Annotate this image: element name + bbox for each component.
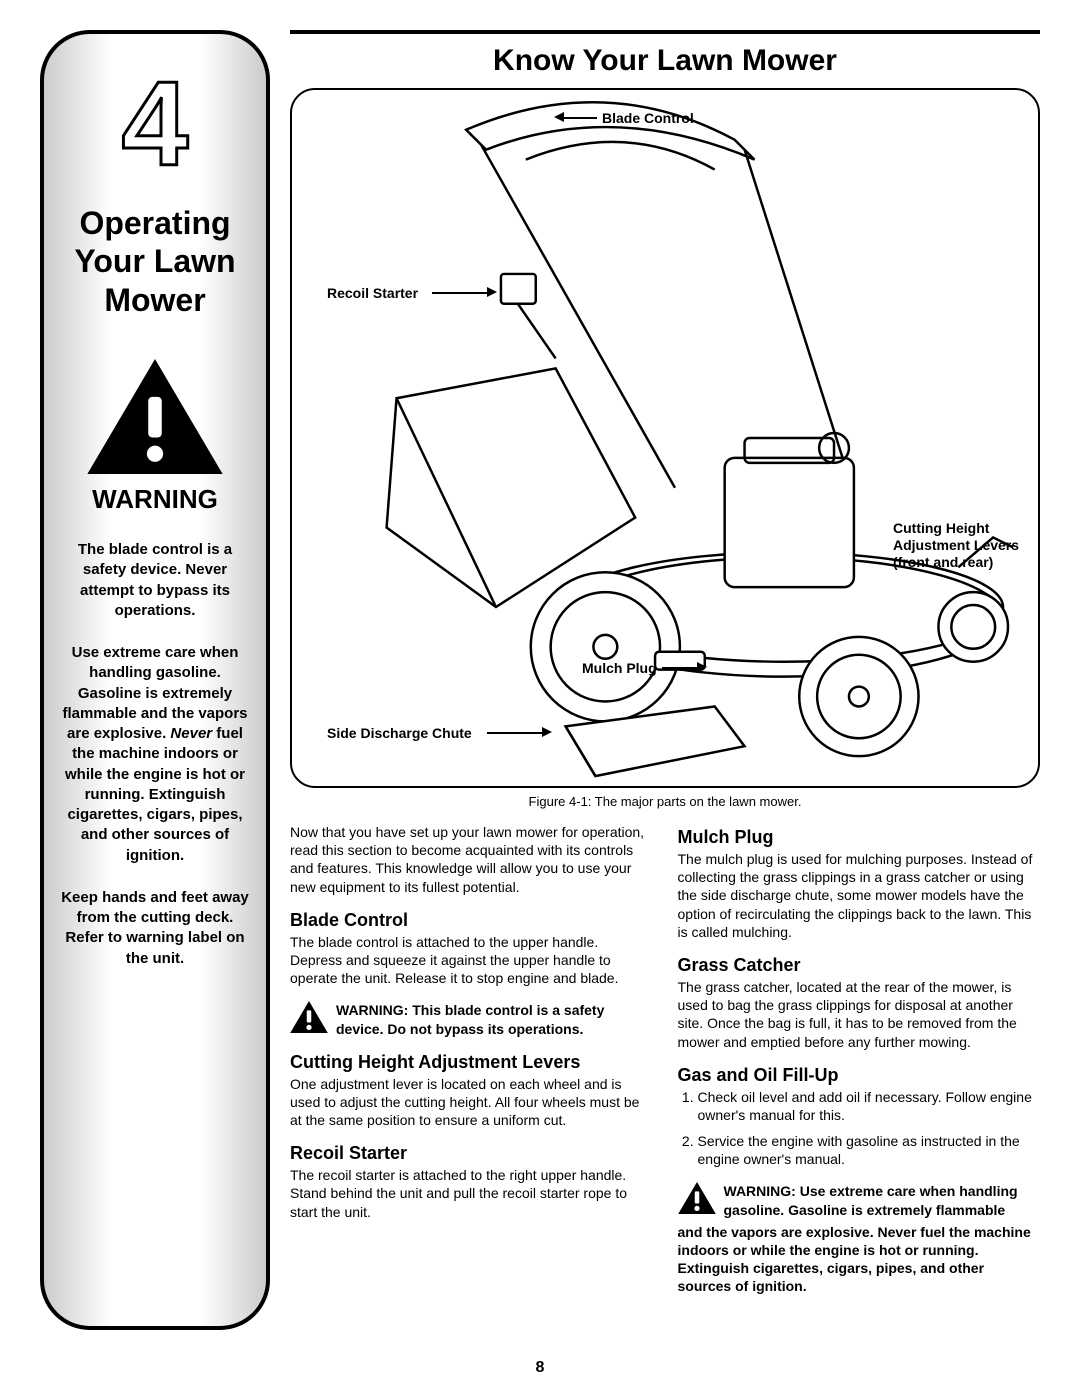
text-columns: Now that you have set up your lawn mower… — [290, 823, 1040, 1296]
warning-blade-text: WARNING: This blade control is a safety … — [336, 1001, 653, 1037]
chapter-number: 4 — [59, 64, 251, 184]
body-cutting-height: One adjustment lever is located on each … — [290, 1075, 653, 1130]
sidebar-warning-2: Use extreme care when handling gasoline.… — [59, 643, 251, 866]
arrow-line — [662, 667, 697, 669]
heading-cutting-height: Cutting Height Adjustment Levers — [290, 1052, 653, 1073]
callout-side-discharge: Side Discharge Chute — [327, 725, 472, 742]
body-mulch-plug: The mulch plug is used for mulching purp… — [678, 850, 1041, 941]
body-grass-catcher: The grass catcher, located at the rear o… — [678, 978, 1041, 1051]
mower-diagram: Blade Control Recoil Starter Cutting Hei… — [290, 88, 1040, 788]
arrow-head-icon — [554, 112, 564, 122]
arrow-line — [432, 292, 487, 294]
gas-oil-item-1: Check oil level and add oil if necessary… — [698, 1088, 1041, 1124]
warning-gasoline: WARNING: Use extreme care when handling … — [678, 1182, 1041, 1218]
sidebar-warning-1: The blade control is a safety device. Ne… — [59, 540, 251, 621]
arrow-head-icon — [542, 727, 552, 737]
body-recoil-starter: The recoil starter is attached to the ri… — [290, 1166, 653, 1221]
mower-illustration — [292, 90, 1038, 786]
callout-mulch-plug: Mulch Plug — [582, 660, 657, 677]
page-number: 8 — [0, 1359, 1080, 1377]
warning-gasoline-lead: WARNING: Use extreme care when handling … — [724, 1182, 1041, 1218]
callout-recoil-starter: Recoil Starter — [327, 285, 418, 302]
main-title: Know Your Lawn Mower — [290, 44, 1040, 78]
page-container: 4 Operating Your Lawn Mower WARNING The … — [40, 30, 1040, 1330]
main-content: Know Your Lawn Mower — [290, 30, 1040, 1330]
body-blade-control: The blade control is attached to the upp… — [290, 933, 653, 988]
heading-grass-catcher: Grass Catcher — [678, 955, 1041, 976]
heading-gas-oil: Gas and Oil Fill-Up — [678, 1065, 1041, 1086]
gas-oil-item-2: Service the engine with gasoline as inst… — [698, 1132, 1041, 1168]
callout-blade-control: Blade Control — [602, 110, 694, 127]
heading-recoil-starter: Recoil Starter — [290, 1143, 653, 1164]
column-right: Mulch Plug The mulch plug is used for mu… — [678, 823, 1041, 1296]
heading-blade-control: Blade Control — [290, 910, 653, 931]
warning-gasoline-cont: and the vapors are explosive. Never fuel… — [678, 1223, 1041, 1296]
arrow-line — [487, 732, 542, 734]
intro-paragraph: Now that you have set up your lawn mower… — [290, 823, 653, 896]
sidebar-warning-2-post: fuel the machine indoors or while the en… — [65, 725, 245, 864]
gas-oil-list: Check oil level and add oil if necessary… — [678, 1088, 1041, 1169]
warning-triangle-icon — [290, 1001, 328, 1033]
callout-cutting-height: Cutting Height Adjustment Levers (front … — [893, 520, 1023, 570]
column-left: Now that you have set up your lawn mower… — [290, 823, 653, 1296]
warning-blade-control: WARNING: This blade control is a safety … — [290, 1001, 653, 1037]
arrow-head-icon — [697, 662, 707, 672]
sidebar-title: Operating Your Lawn Mower — [59, 204, 251, 319]
arrow-line — [562, 117, 597, 119]
warning-label: WARNING — [59, 484, 251, 515]
warning-triangle-icon — [678, 1182, 716, 1214]
warning-triangle-icon — [85, 359, 225, 474]
arrow-head-icon — [487, 287, 497, 297]
figure-caption: Figure 4-1: The major parts on the lawn … — [290, 794, 1040, 809]
sidebar-warning-3: Keep hands and feet away from the cuttin… — [59, 888, 251, 969]
sidebar-panel: 4 Operating Your Lawn Mower WARNING The … — [40, 30, 270, 1330]
sidebar-warning-2-ital: Never — [170, 725, 212, 742]
heading-mulch-plug: Mulch Plug — [678, 827, 1041, 848]
